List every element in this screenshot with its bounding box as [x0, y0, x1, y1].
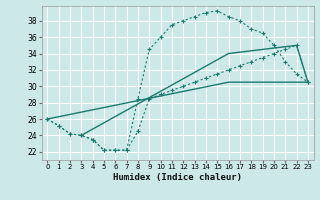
X-axis label: Humidex (Indice chaleur): Humidex (Indice chaleur)	[113, 173, 242, 182]
